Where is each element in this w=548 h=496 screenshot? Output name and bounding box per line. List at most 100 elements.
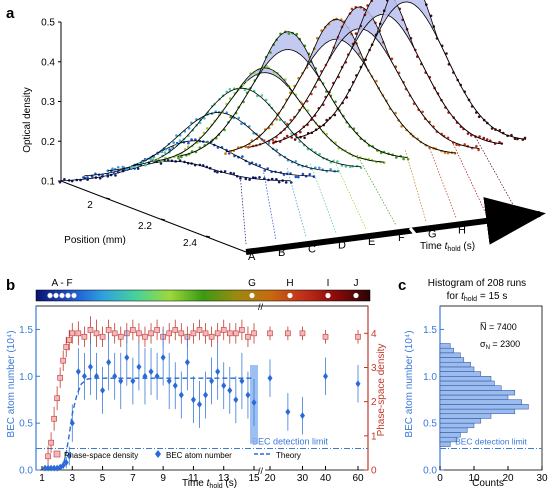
- panel-a-data-point: [206, 141, 210, 144]
- panel-a-dropline: [428, 145, 457, 218]
- panel-a-data-point: [308, 173, 312, 176]
- panel-a-data-point: [114, 174, 117, 177]
- panel-a-data-point: [199, 118, 202, 121]
- bec-point: [42, 464, 48, 472]
- panel-a-fit-line: [249, 6, 480, 149]
- bec-point: [87, 363, 93, 371]
- panel-c-sigma: σN = 2300: [480, 339, 520, 351]
- panel-a-fit-line: [60, 160, 292, 182]
- panel-a-data-point: [375, 79, 378, 83]
- panel-a-data-point: [258, 164, 262, 167]
- panel-a-data-point: [141, 161, 145, 164]
- psd-point: [166, 330, 172, 337]
- bec-point: [323, 372, 329, 380]
- panel-a-data-point: [228, 97, 232, 100]
- panel-c-ylabel: BEC atom number (10⁴): [404, 330, 415, 437]
- psd-point: [239, 327, 245, 333]
- panel-a-data-point: [421, 110, 424, 114]
- histogram-bar: [439, 441, 451, 447]
- legend-psd-label: Phase-space density: [64, 451, 138, 460]
- panel-a-dropline: [475, 136, 517, 211]
- psd-point: [172, 327, 179, 333]
- panel-c: c Histogram of 208 runs for thold = 15 s…: [398, 277, 548, 489]
- panel-a-data-point: [435, 130, 439, 133]
- histogram-bar: [439, 357, 465, 363]
- panel-b-detection-label: BEC detection limit: [252, 436, 329, 446]
- panel-a-data-point: [348, 165, 352, 169]
- panel-a-thermal-fit: [154, 72, 385, 163]
- panel-a-data-point: [293, 138, 297, 141]
- panel-a-data-point: [116, 166, 120, 169]
- bec-point: [45, 464, 51, 472]
- panel-a-data-point: [134, 165, 137, 169]
- psd-point: [285, 330, 291, 337]
- panel-c-ytick-label: 1.5: [423, 325, 437, 336]
- panel-a-data-point: [243, 88, 247, 92]
- psd-point: [355, 333, 361, 340]
- panel-b-ytick-right-label: 0: [371, 466, 377, 477]
- panel-a-ylabel: Optical density: [22, 87, 33, 153]
- panel-a-curve-G: G: [224, 17, 457, 240]
- panel-a-data-point: [225, 90, 229, 94]
- panel-a-data-point: [255, 94, 259, 98]
- panel-b-ytick-right-label: 1: [371, 431, 377, 442]
- psd-point: [45, 453, 51, 460]
- panel-b-xtick-label: 13: [218, 473, 230, 484]
- theory-line: [59, 377, 254, 471]
- panel-b-xtick-label: 7: [130, 473, 136, 484]
- panel-a-data-point: [344, 165, 348, 168]
- histogram-bar: [439, 371, 482, 377]
- panel-c-detection-label: BEC detection limit: [455, 436, 527, 446]
- colorbar-label: H: [286, 278, 293, 289]
- psd-point: [154, 327, 160, 333]
- panel-a-data-point: [301, 172, 305, 176]
- panel-b-ytick-right-label: 3: [371, 363, 377, 374]
- panel-a-data-point: [268, 103, 271, 106]
- psd-point: [111, 330, 118, 337]
- panel-a-position-tick-label: 2.4: [183, 238, 197, 249]
- psd-point: [245, 333, 251, 340]
- panel-a-dropline: [286, 168, 307, 237]
- bec-point: [48, 464, 54, 472]
- panel-b-xtick-label: 5: [100, 473, 106, 484]
- panel-a-data-point: [112, 172, 116, 175]
- panel-a-data-point: [213, 170, 217, 173]
- panel-a-data-point: [350, 7, 354, 11]
- panel-a-data-point: [445, 52, 448, 55]
- panel-a-time-arrow: [245, 197, 546, 255]
- psd-point: [136, 330, 142, 337]
- panel-a-axes: 0.1 0.2 0.3 0.4 0.5 2 2.2 2.4: [41, 18, 546, 255]
- panel-a-data-point: [300, 102, 304, 105]
- legend-bec-label: BEC atom number: [166, 451, 232, 460]
- panel-a-data-point: [180, 155, 183, 159]
- panel-a-data-point: [198, 121, 202, 125]
- panel-b-xlabel: Time thold (s): [182, 478, 237, 490]
- panel-a-data-point: [290, 136, 294, 139]
- legend-theory-label: Theory: [276, 451, 301, 460]
- psd-point: [93, 330, 100, 337]
- histogram-bar: [439, 366, 475, 372]
- panel-c-ytick-label: 0.5: [423, 419, 437, 430]
- panel-a-data-point: [178, 159, 182, 162]
- panel-a-data-point: [248, 178, 251, 181]
- colorbar-rect: [35, 289, 371, 302]
- panel-a-data-point: [475, 144, 478, 148]
- psd-point: [87, 327, 94, 333]
- bec-point: [251, 399, 257, 407]
- psd-point: [148, 330, 154, 337]
- panel-a-fit-line: [84, 140, 315, 177]
- panel-a-data-point: [258, 176, 261, 179]
- colorbar-label: G: [248, 278, 256, 289]
- bec-point: [118, 377, 124, 385]
- panel-a-data-point: [58, 180, 62, 184]
- histogram-bar: [439, 427, 468, 433]
- psd-point: [66, 337, 73, 343]
- panel-a-ytick-label: 0.1: [41, 177, 55, 188]
- histogram-bar: [439, 352, 461, 358]
- panel-a-data-point: [149, 158, 153, 162]
- panel-a-data-point: [216, 170, 219, 174]
- panel-c-xtick-label: 10: [468, 473, 480, 484]
- panel-a-fit-line: [225, 18, 457, 154]
